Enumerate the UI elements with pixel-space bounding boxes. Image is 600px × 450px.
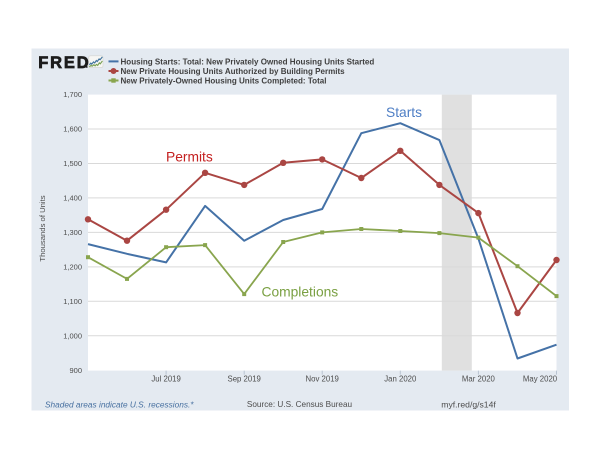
svg-text:1,300: 1,300 — [63, 228, 82, 237]
svg-text:1,000: 1,000 — [63, 331, 82, 340]
svg-text:Thousands of Units: Thousands of Units — [38, 195, 47, 261]
svg-text:Source: U.S. Census Bureau: Source: U.S. Census Bureau — [247, 400, 353, 409]
svg-text:Housing Starts: Total: New Pri: Housing Starts: Total: New Privately Own… — [121, 57, 375, 66]
svg-text:1,100: 1,100 — [63, 297, 82, 306]
svg-text:New Privately-Owned Housing Un: New Privately-Owned Housing Units Comple… — [121, 76, 327, 85]
svg-text:900: 900 — [69, 366, 82, 375]
svg-text:Jan 2020: Jan 2020 — [384, 374, 417, 383]
svg-text:Mar 2020: Mar 2020 — [462, 374, 496, 383]
svg-text:1,700: 1,700 — [63, 90, 82, 99]
svg-text:1,500: 1,500 — [63, 159, 82, 168]
svg-text:Nov 2019: Nov 2019 — [306, 374, 339, 383]
svg-text:Jul 2019: Jul 2019 — [151, 374, 180, 383]
svg-text:New Private Housing Units Auth: New Private Housing Units Authorized by … — [121, 67, 346, 76]
svg-text:1,600: 1,600 — [63, 125, 82, 134]
svg-text:1,400: 1,400 — [63, 194, 82, 203]
svg-text:Shaded areas indicate U.S. rec: Shaded areas indicate U.S. recessions.* — [45, 400, 194, 410]
svg-text:Sep 2019: Sep 2019 — [228, 374, 261, 383]
svg-text:Permits: Permits — [166, 150, 213, 165]
svg-text:Starts: Starts — [386, 105, 422, 120]
svg-text:FRED: FRED — [38, 54, 90, 72]
svg-text:1,200: 1,200 — [63, 263, 82, 272]
svg-text:myf.red/g/s14f: myf.red/g/s14f — [441, 400, 496, 410]
svg-text:Completions: Completions — [262, 285, 339, 300]
svg-text:May 2020: May 2020 — [523, 374, 558, 383]
